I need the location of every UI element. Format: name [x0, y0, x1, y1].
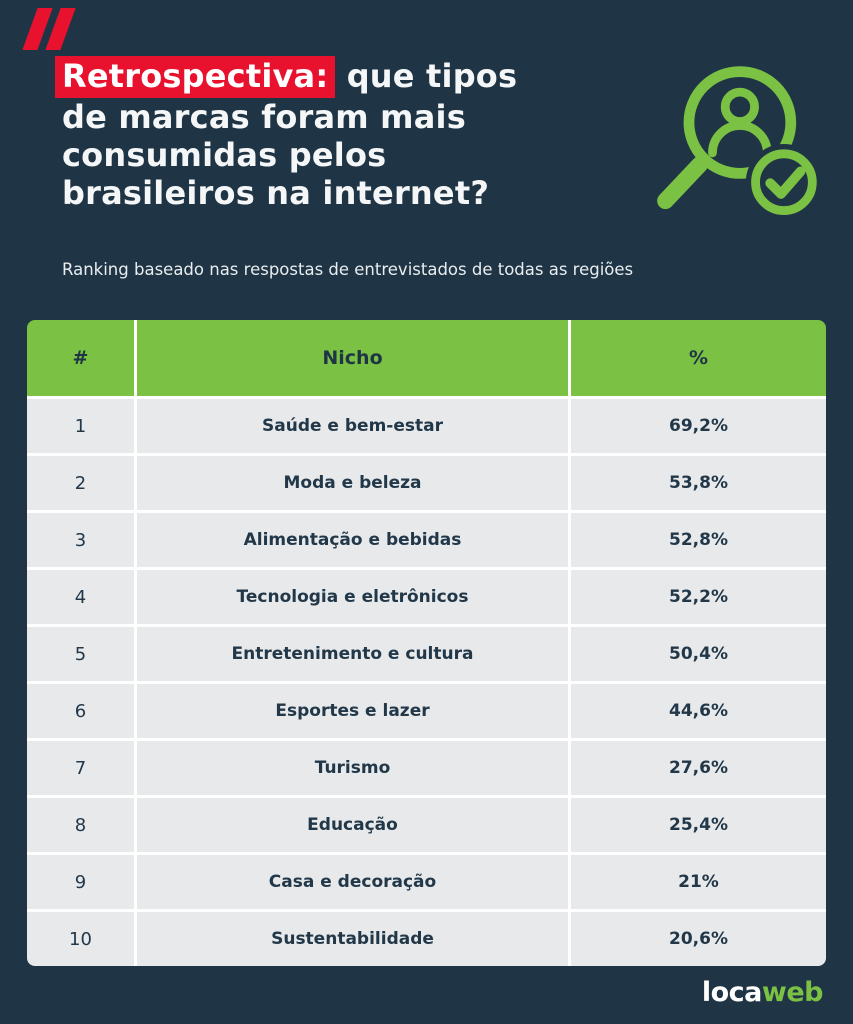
logo-part-web: web — [761, 977, 824, 1008]
title-line-2: de marcas foram mais — [62, 98, 466, 136]
magnifier-person-check-icon — [645, 52, 823, 238]
cell-pct: 21% — [571, 852, 826, 909]
cell-nicho: Sustentabilidade — [137, 909, 571, 966]
table-row: 4 Tecnologia e eletrônicos 52,2% — [27, 567, 826, 624]
title-highlight: Retrospectiva: — [55, 56, 336, 98]
table-row: 7 Turismo 27,6% — [27, 738, 826, 795]
cell-rank: 10 — [27, 909, 137, 966]
cell-rank: 4 — [27, 567, 137, 624]
cell-pct: 50,4% — [571, 624, 826, 681]
table-row: 9 Casa e decoração 21% — [27, 852, 826, 909]
cell-pct: 52,8% — [571, 510, 826, 567]
cell-nicho: Esportes e lazer — [137, 681, 571, 738]
quote-marks-icon — [22, 8, 76, 54]
title-line-4: brasileiros na internet? — [62, 174, 490, 212]
col-header-pct: % — [571, 320, 826, 396]
logo-part-loca: loca — [701, 977, 763, 1008]
cell-rank: 2 — [27, 453, 137, 510]
cell-nicho: Alimentação e bebidas — [137, 510, 571, 567]
table-header: # Nicho % — [27, 320, 826, 396]
title-line-3: consumidas pelos — [62, 136, 387, 174]
col-header-nicho: Nicho — [137, 320, 571, 396]
table-row: 5 Entretenimento e cultura 50,4% — [27, 624, 826, 681]
ranking-table-container: # Nicho % 1 Saúde e bem-estar 69,2% 2 Mo… — [27, 320, 826, 966]
title-line-1-rest: que tipos — [346, 57, 518, 95]
table-body: 1 Saúde e bem-estar 69,2% 2 Moda e belez… — [27, 396, 826, 966]
cell-nicho: Tecnologia e eletrônicos — [137, 567, 571, 624]
table-row: 3 Alimentação e bebidas 52,8% — [27, 510, 826, 567]
locaweb-logo: locaweb — [701, 977, 824, 1008]
cell-rank: 1 — [27, 396, 137, 453]
cell-nicho: Entretenimento e cultura — [137, 624, 571, 681]
cell-rank: 8 — [27, 795, 137, 852]
cell-rank: 3 — [27, 510, 137, 567]
cell-rank: 9 — [27, 852, 137, 909]
cell-rank: 6 — [27, 681, 137, 738]
cell-pct: 52,2% — [571, 567, 826, 624]
cell-pct: 44,6% — [571, 681, 826, 738]
table-row: 1 Saúde e bem-estar 69,2% — [27, 396, 826, 453]
table-row: 10 Sustentabilidade 20,6% — [27, 909, 826, 966]
cell-nicho: Saúde e bem-estar — [137, 396, 571, 453]
cell-nicho: Educação — [137, 795, 571, 852]
table-row: 2 Moda e beleza 53,8% — [27, 453, 826, 510]
cell-rank: 7 — [27, 738, 137, 795]
table-row: 8 Educação 25,4% — [27, 795, 826, 852]
cell-rank: 5 — [27, 624, 137, 681]
title-line-1: Retrospectiva: que tipos — [55, 56, 652, 98]
ranking-table: # Nicho % 1 Saúde e bem-estar 69,2% 2 Mo… — [27, 320, 826, 966]
cell-pct: 25,4% — [571, 795, 826, 852]
table-row: 6 Esportes e lazer 44,6% — [27, 681, 826, 738]
col-header-rank: # — [27, 320, 137, 396]
cell-pct: 20,6% — [571, 909, 826, 966]
cell-pct: 27,6% — [571, 738, 826, 795]
cell-pct: 53,8% — [571, 453, 826, 510]
cell-nicho: Moda e beleza — [137, 453, 571, 510]
ranking-subtitle: Ranking baseado nas respostas de entrevi… — [62, 260, 634, 279]
cell-pct: 69,2% — [571, 396, 826, 453]
cell-nicho: Casa e decoração — [137, 852, 571, 909]
cell-nicho: Turismo — [137, 738, 571, 795]
page-title: Retrospectiva: que tipos de marcas foram… — [55, 56, 652, 212]
